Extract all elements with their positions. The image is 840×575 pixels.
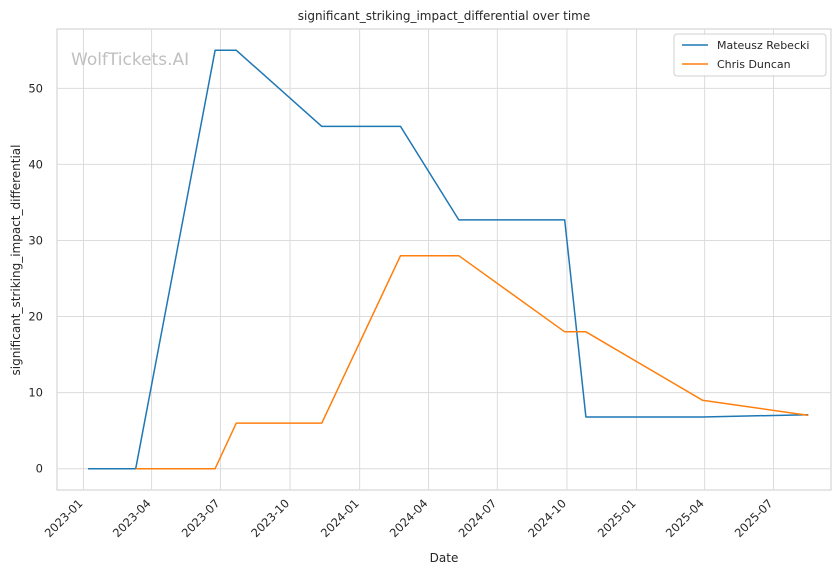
y-tick-label: 0	[36, 462, 43, 476]
y-tick-label: 10	[28, 386, 43, 400]
y-tick-label: 40	[28, 157, 43, 171]
y-tick-label: 50	[28, 81, 43, 95]
y-axis-title: significant_striking_impact_differential	[9, 145, 23, 376]
watermark: WolfTickets.AI	[71, 50, 189, 70]
series-line-chris-duncan	[135, 254, 809, 470]
x-tick-label: 2025-07	[732, 496, 776, 540]
x-tick-label: 2024-10	[525, 496, 569, 540]
x-tick-label: 2023-07	[179, 496, 223, 540]
x-tick-label: 2023-10	[248, 496, 292, 540]
y-tick-label: 20	[28, 310, 43, 324]
x-tick-label: 2023-01	[42, 496, 86, 540]
x-tick-label: 2024-01	[318, 496, 362, 540]
series-layer	[88, 49, 809, 470]
chart-title: significant_striking_impact_differential…	[298, 9, 590, 23]
x-tick-label: 2023-04	[110, 496, 154, 540]
x-axis-title: Date	[430, 551, 459, 565]
legend-label-mateusz-rebecki: Mateusz Rebecki	[717, 39, 809, 52]
x-tick-label: 2025-01	[595, 496, 639, 540]
y-tick-label: 30	[28, 233, 43, 247]
legend-label-chris-duncan: Chris Duncan	[717, 58, 791, 71]
plot-area	[56, 28, 832, 491]
legend-box	[673, 33, 827, 77]
series-line-mateusz-rebecki	[88, 49, 809, 470]
x-tick-label: 2024-04	[387, 496, 431, 540]
grid-lines	[57, 29, 831, 490]
legend: Mateusz Rebecki Chris Duncan	[673, 33, 827, 77]
x-axis-ticks: 2023-01 2023-04 2023-07 2023-10 2024-01 2024-…	[42, 496, 776, 540]
y-axis-ticks: 0 10 20 30 40 50	[28, 81, 43, 475]
x-tick-label: 2025-04	[663, 496, 707, 540]
x-tick-label: 2024-07	[456, 496, 500, 540]
